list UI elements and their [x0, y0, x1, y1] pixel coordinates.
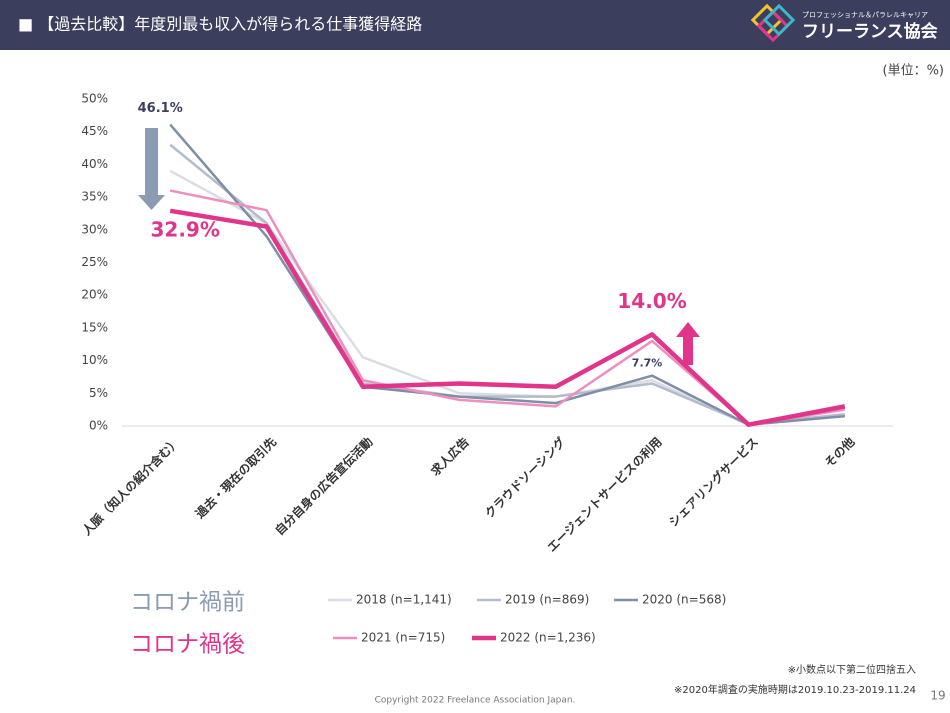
- y-tick-label: 30%: [81, 222, 108, 236]
- y-tick-label: 20%: [81, 288, 108, 302]
- value-label: 7.7%: [632, 357, 663, 370]
- logo: [750, 3, 796, 43]
- x-tick-label: シェアリングサービス: [666, 434, 761, 529]
- unit-note: (単位：%): [883, 63, 945, 79]
- series-line: [169, 143, 845, 426]
- x-tick-label: その他: [821, 434, 857, 470]
- x-tick-label: 人脈（知人の紹介含む）: [79, 434, 183, 538]
- legend-label: 2022 (n=1,236): [500, 631, 596, 645]
- y-tick-label: 15%: [81, 320, 108, 334]
- logo-tagline: プロフェッショナル＆パラレルキャリア: [802, 11, 928, 19]
- page-number: 19: [930, 689, 945, 703]
- legend-label: 2018 (n=1,141): [356, 593, 452, 607]
- y-tick-label: 50%: [81, 92, 108, 106]
- logo-name: フリーランス協会: [802, 21, 938, 42]
- x-tick-label: 過去・現在の取引先: [191, 434, 279, 522]
- x-tick-label: クラウドソーシング: [481, 434, 568, 521]
- copyright: Copyright 2022 Freelance Association Jap…: [375, 696, 576, 706]
- legend-group-label: コロナ禍後: [130, 632, 245, 658]
- value-label: 46.1%: [138, 101, 183, 116]
- y-tick-label: 35%: [81, 190, 108, 204]
- y-tick-label: 5%: [89, 386, 108, 400]
- header-bar: [0, 0, 950, 50]
- series-line: [169, 189, 846, 426]
- x-tick-label: 求人広告: [427, 434, 472, 479]
- legend-label: 2019 (n=869): [505, 593, 589, 607]
- up-arrow: [676, 322, 700, 365]
- x-tick-label: エージェントサービスの利用: [544, 434, 665, 555]
- legend-label: 2020 (n=568): [642, 593, 726, 607]
- down-arrow: [138, 128, 165, 210]
- x-tick-label: 自分自身の広告宣伝活動: [272, 434, 376, 538]
- y-tick-label: 10%: [81, 353, 108, 367]
- value-label: 32.9%: [150, 217, 219, 241]
- note: ※2020年調査の実施時期は2019.10.23-2019.11.24: [674, 683, 916, 696]
- header-title: ■ 【過去比較】年度別最も収入が得られる仕事獲得経路: [18, 15, 422, 34]
- series-line: [169, 208, 846, 427]
- y-tick-label: 25%: [81, 255, 108, 269]
- series-line: [169, 123, 845, 426]
- legend-group-label: コロナ禍前: [130, 590, 245, 616]
- y-tick-label: 40%: [81, 157, 108, 171]
- note: ※小数点以下第二位四捨五入: [788, 663, 916, 676]
- y-tick-label: 45%: [81, 124, 108, 138]
- value-label: 14.0%: [617, 289, 686, 313]
- legend-label: 2021 (n=715): [361, 631, 445, 645]
- y-tick-label: 0%: [89, 419, 108, 433]
